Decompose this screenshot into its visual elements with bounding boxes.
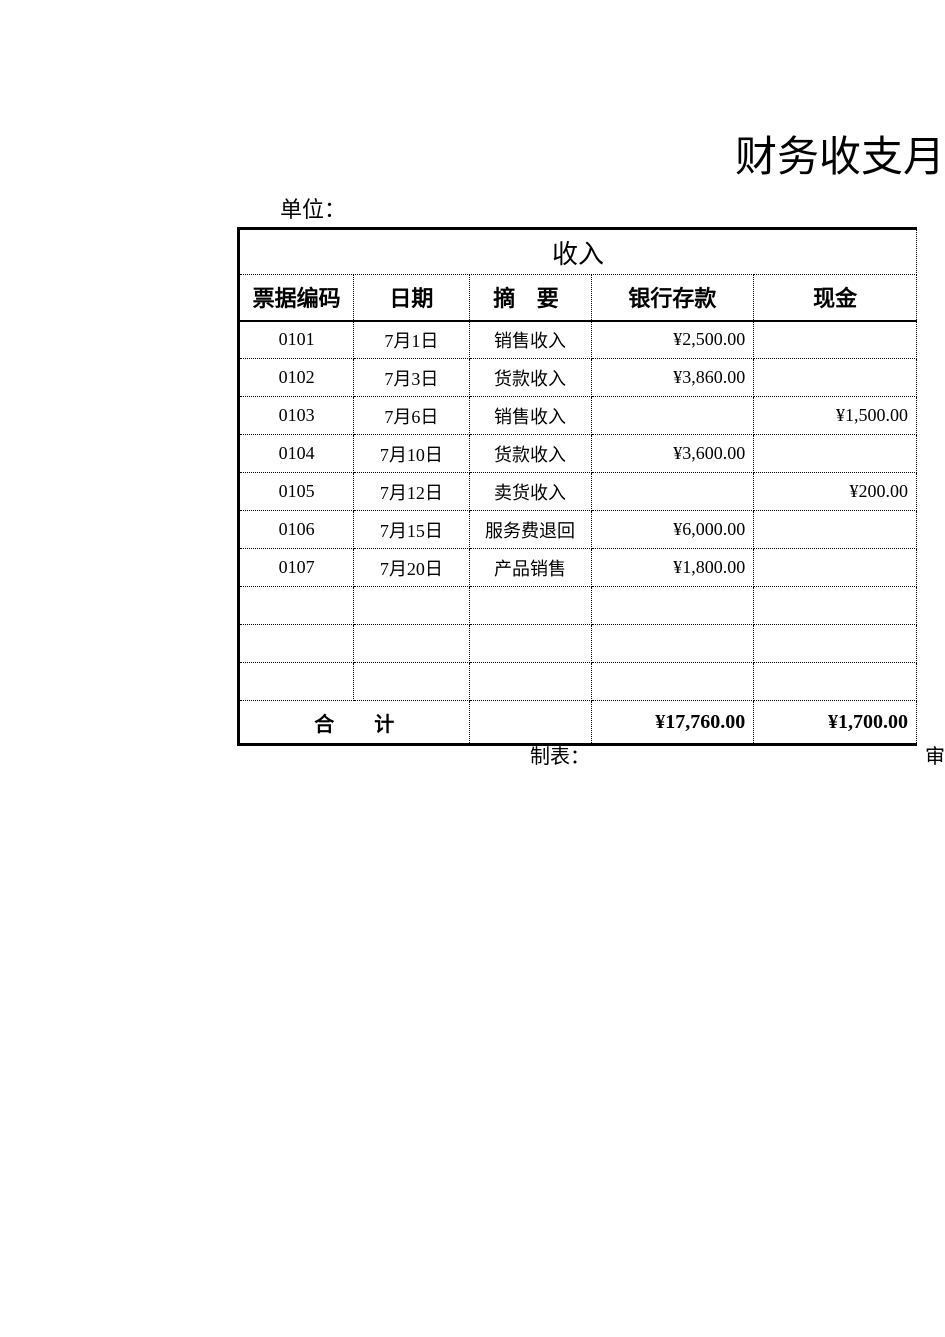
footer-audit-label: 审 — [925, 740, 945, 769]
table-row — [239, 587, 917, 625]
cell-cash — [754, 625, 917, 663]
cell-summary: 服务费退回 — [469, 511, 591, 549]
total-label: 合计 — [239, 701, 470, 745]
col-header-cash: 现金 — [754, 275, 917, 321]
col-header-summary: 摘 要 — [469, 275, 591, 321]
table-row: 0106 7月15日 服务费退回 ¥6,000.00 — [239, 511, 917, 549]
cell-date: 7月12日 — [354, 473, 469, 511]
cell-bank: ¥3,600.00 — [591, 435, 754, 473]
income-table-container: 收入 票据编码 日期 摘 要 银行存款 现金 0101 7月1日 销售收入 ¥2… — [237, 227, 917, 746]
unit-label: 单位： — [280, 192, 346, 224]
cell-summary — [469, 663, 591, 701]
table-row: 0101 7月1日 销售收入 ¥2,500.00 — [239, 321, 917, 359]
cell-date: 7月15日 — [354, 511, 469, 549]
cell-bank — [591, 587, 754, 625]
cell-cash — [754, 359, 917, 397]
cell-summary: 产品销售 — [469, 549, 591, 587]
cell-date: 7月10日 — [354, 435, 469, 473]
total-cash: ¥1,700.00 — [754, 701, 917, 745]
cell-code — [239, 663, 354, 701]
cell-summary: 卖货收入 — [469, 473, 591, 511]
cell-summary — [469, 625, 591, 663]
total-summary-blank — [469, 701, 591, 745]
cell-cash: ¥1,500.00 — [754, 397, 917, 435]
cell-bank — [591, 663, 754, 701]
cell-cash — [754, 321, 917, 359]
cell-date — [354, 625, 469, 663]
total-row: 合计 ¥17,760.00 ¥1,700.00 — [239, 701, 917, 745]
table-row: 0105 7月12日 卖货收入 ¥200.00 — [239, 473, 917, 511]
total-bank: ¥17,760.00 — [591, 701, 754, 745]
table-row — [239, 663, 917, 701]
cell-bank: ¥2,500.00 — [591, 321, 754, 359]
cell-bank: ¥1,800.00 — [591, 549, 754, 587]
cell-code — [239, 625, 354, 663]
footer-prepare-label: 制表： — [530, 740, 590, 769]
cell-bank: ¥3,860.00 — [591, 359, 754, 397]
cell-bank — [591, 473, 754, 511]
page-title: 财务收支月 — [735, 123, 945, 184]
cell-code — [239, 587, 354, 625]
table-row: 0103 7月6日 销售收入 ¥1,500.00 — [239, 397, 917, 435]
cell-code: 0105 — [239, 473, 354, 511]
income-table: 收入 票据编码 日期 摘 要 银行存款 现金 0101 7月1日 销售收入 ¥2… — [237, 227, 917, 746]
cell-date: 7月1日 — [354, 321, 469, 359]
cell-cash — [754, 663, 917, 701]
section-header-row: 收入 — [239, 229, 917, 275]
cell-summary: 货款收入 — [469, 435, 591, 473]
cell-summary: 销售收入 — [469, 397, 591, 435]
cell-summary: 销售收入 — [469, 321, 591, 359]
table-row — [239, 625, 917, 663]
cell-bank: ¥6,000.00 — [591, 511, 754, 549]
col-header-date: 日期 — [354, 275, 469, 321]
column-header-row: 票据编码 日期 摘 要 银行存款 现金 — [239, 275, 917, 321]
cell-bank — [591, 397, 754, 435]
cell-code: 0107 — [239, 549, 354, 587]
cell-summary — [469, 587, 591, 625]
cell-cash — [754, 435, 917, 473]
cell-code: 0104 — [239, 435, 354, 473]
cell-cash — [754, 587, 917, 625]
cell-code: 0106 — [239, 511, 354, 549]
cell-cash: ¥200.00 — [754, 473, 917, 511]
table-row: 0104 7月10日 货款收入 ¥3,600.00 — [239, 435, 917, 473]
table-row: 0107 7月20日 产品销售 ¥1,800.00 — [239, 549, 917, 587]
col-header-code: 票据编码 — [239, 275, 354, 321]
section-header: 收入 — [239, 229, 917, 275]
col-header-bank: 银行存款 — [591, 275, 754, 321]
cell-summary: 货款收入 — [469, 359, 591, 397]
table-row: 0102 7月3日 货款收入 ¥3,860.00 — [239, 359, 917, 397]
cell-code: 0103 — [239, 397, 354, 435]
cell-code: 0101 — [239, 321, 354, 359]
cell-bank — [591, 625, 754, 663]
cell-cash — [754, 511, 917, 549]
cell-code: 0102 — [239, 359, 354, 397]
cell-date — [354, 663, 469, 701]
cell-date: 7月6日 — [354, 397, 469, 435]
cell-date — [354, 587, 469, 625]
cell-date: 7月20日 — [354, 549, 469, 587]
cell-cash — [754, 549, 917, 587]
cell-date: 7月3日 — [354, 359, 469, 397]
